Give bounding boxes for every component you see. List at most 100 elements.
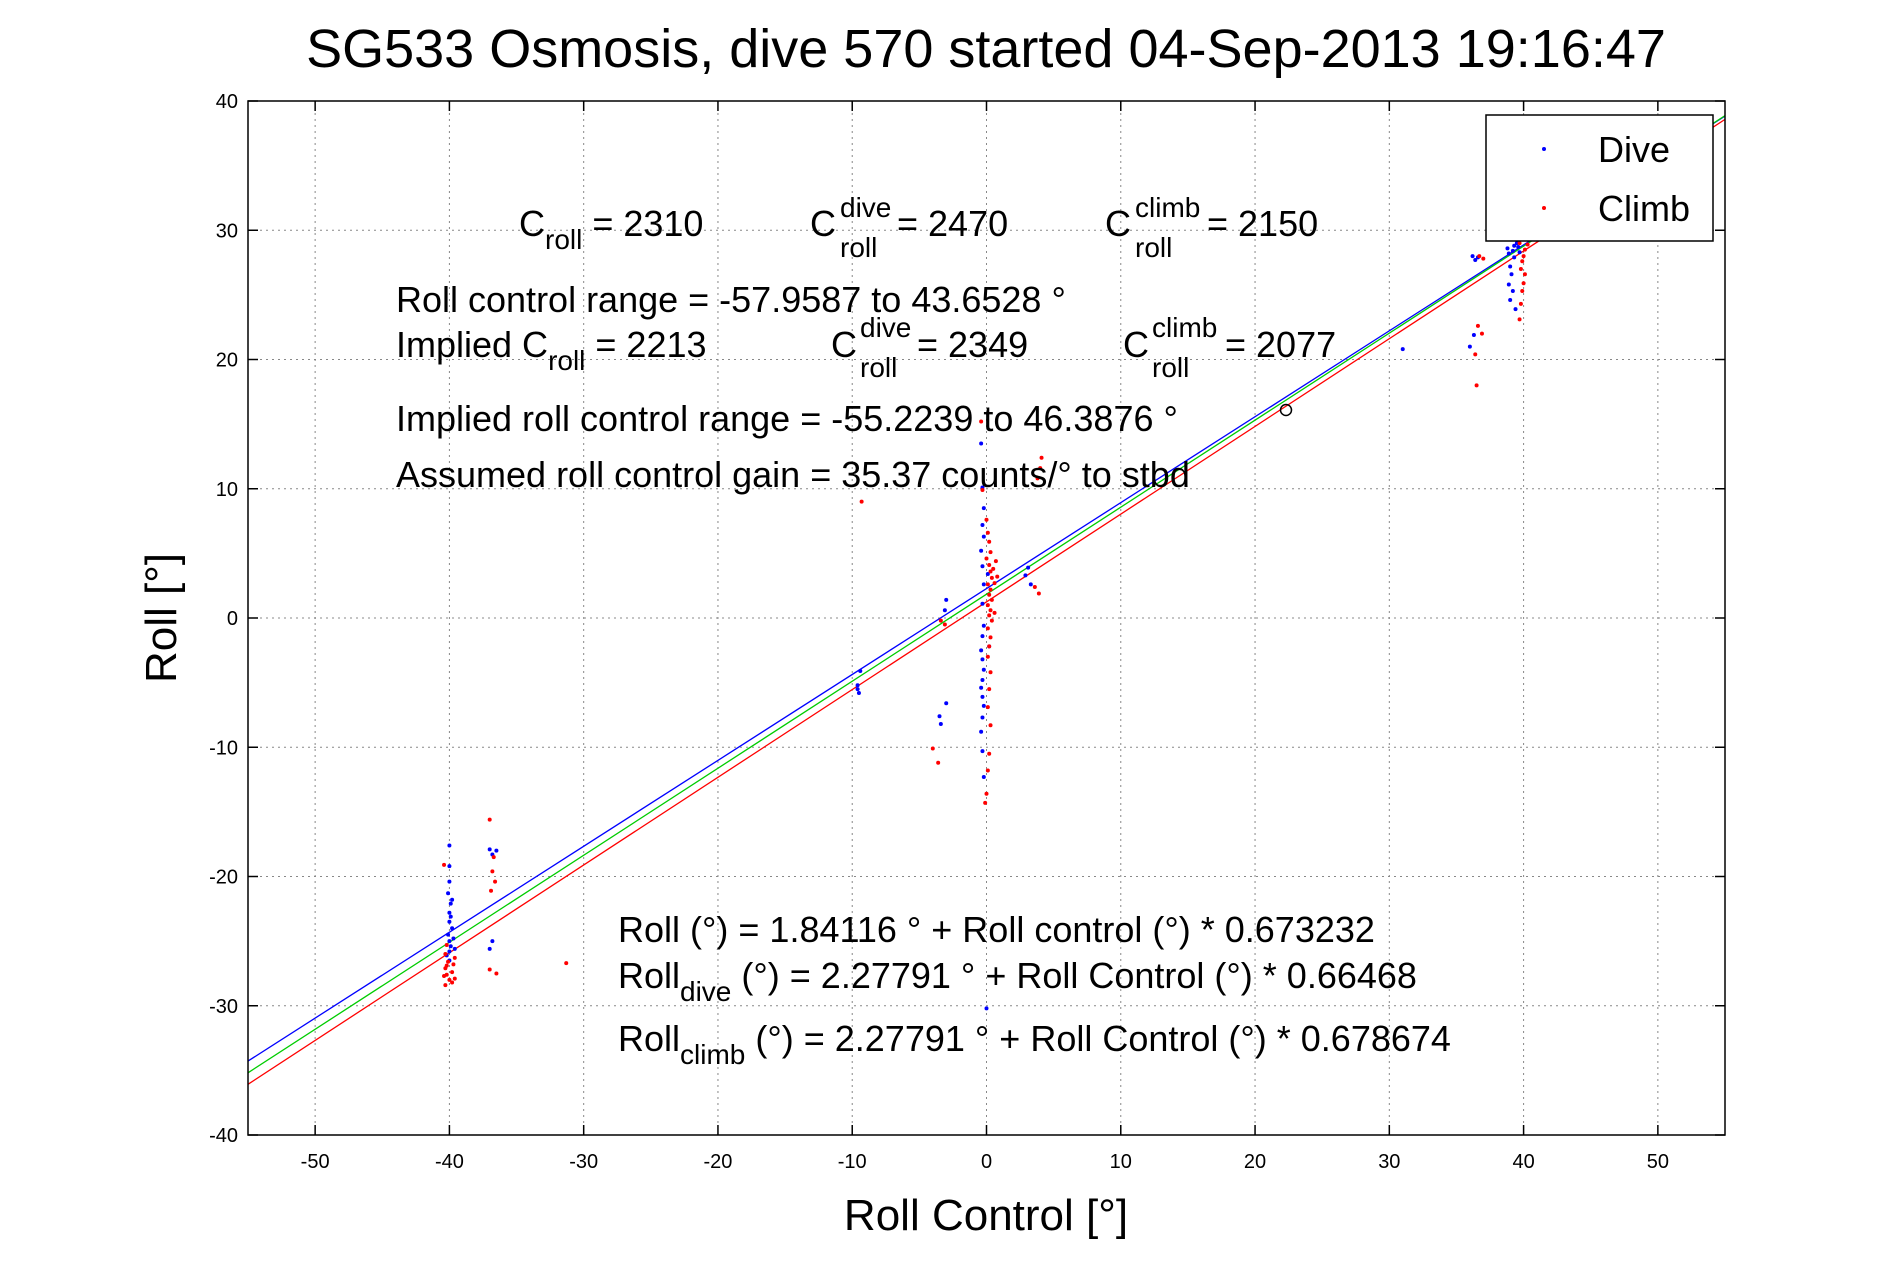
dive-point — [980, 564, 985, 569]
dive-point — [855, 683, 860, 688]
y-tick-label: 0 — [227, 608, 238, 630]
climb-point — [1525, 242, 1530, 247]
climb-point — [987, 613, 992, 618]
climb-point — [1473, 352, 1478, 357]
dive-point — [985, 572, 990, 577]
fit-lines — [247, 115, 1726, 1085]
dive-point — [980, 657, 985, 662]
dive-point — [1508, 298, 1513, 303]
dive-point — [1023, 573, 1028, 578]
climb-point — [984, 517, 989, 522]
dive-point — [447, 939, 452, 944]
climb-point — [443, 983, 448, 988]
annotation-gain: Assumed roll control gain = 35.37 counts… — [396, 454, 1190, 495]
climb-point — [493, 879, 498, 884]
dive-point — [1506, 282, 1511, 287]
dive-point — [980, 601, 985, 606]
climb-point — [1039, 455, 1044, 460]
dive-point — [494, 848, 499, 853]
annotation-c-roll-climb: C — [1105, 203, 1131, 244]
climb-point — [444, 943, 449, 948]
dive-point — [448, 914, 453, 919]
annotation-implied-c-roll-climb-sub: roll — [1152, 352, 1189, 383]
dive-point — [1400, 347, 1405, 352]
climb-point — [980, 488, 985, 493]
legend-dive-marker — [1542, 147, 1546, 151]
annotation-fit-all: Roll (°) = 1.84116 ° + Roll control (°) … — [618, 909, 1375, 950]
climb-point — [452, 976, 457, 981]
axis-ticks: -50 -40 -30 -20 -10 0 10 20 30 40 50 -40 -30 -20 -10 0 1… — [209, 91, 1725, 1173]
climb-point — [987, 687, 992, 692]
dive-point — [980, 522, 985, 527]
dive-point — [452, 946, 457, 951]
climb-point — [1522, 247, 1527, 252]
climb-point — [985, 654, 990, 659]
dive-point — [1510, 288, 1515, 293]
dive-point — [981, 582, 986, 587]
dive-point — [981, 506, 986, 511]
dive-point — [447, 843, 452, 848]
annotation-c-roll-dive: C — [810, 203, 836, 244]
legend-box — [1485, 114, 1714, 242]
climb-point — [942, 622, 947, 627]
climb-point — [985, 603, 990, 608]
x-tick-label: 40 — [1512, 1151, 1534, 1173]
annotation-c-roll-dive-value: = 2470 — [897, 203, 1008, 244]
dive-point — [1506, 251, 1511, 256]
dive-point — [447, 919, 452, 924]
dive-point — [937, 714, 942, 719]
y-tick-label: -10 — [209, 737, 238, 759]
x-tick-label: 20 — [1244, 1151, 1266, 1173]
climb-point — [1032, 584, 1037, 589]
x-tick-label: 50 — [1647, 1151, 1669, 1173]
climb-point — [987, 539, 992, 544]
dive-point — [447, 949, 452, 954]
dive-point — [1471, 332, 1476, 337]
x-tick-label: 10 — [1110, 1151, 1132, 1173]
dive-point — [451, 936, 456, 941]
dive-point — [979, 441, 984, 446]
dive-point — [981, 534, 986, 539]
dive-point — [980, 715, 985, 720]
annotation-c-roll-climb-value: = 2150 — [1207, 203, 1318, 244]
dive-point — [944, 597, 949, 602]
climb-point — [489, 888, 494, 893]
climb-point — [444, 963, 449, 968]
y-tick-label: 10 — [216, 479, 238, 501]
dive-point — [446, 891, 451, 896]
climb-point — [987, 563, 992, 568]
legend-climb-marker — [1542, 206, 1546, 210]
dive-point — [450, 897, 455, 902]
climb-point — [988, 723, 993, 728]
dive-point — [981, 774, 986, 779]
y-tick-label: -40 — [209, 1125, 238, 1147]
climb-point — [564, 961, 569, 966]
annotation-implied-c-roll-dive-sup: dive — [860, 312, 911, 343]
climb-point — [984, 556, 989, 561]
climb-point — [1479, 331, 1484, 336]
x-tick-label: 30 — [1378, 1151, 1400, 1173]
climb-point — [979, 419, 984, 424]
dive-point — [448, 901, 453, 906]
climb-point — [988, 670, 993, 675]
annotation-c-roll-climb-sub: roll — [1135, 232, 1172, 263]
annotation-c-roll-dive-sup: dive — [840, 192, 891, 223]
annotation-c-roll-climb-sup: climb — [1135, 192, 1200, 223]
data-points — [442, 230, 1530, 1011]
dive-point — [858, 668, 863, 673]
dive-point — [856, 690, 861, 695]
dive-point — [448, 944, 453, 949]
climb-point — [989, 575, 994, 580]
climb-point — [936, 760, 941, 765]
dive-point — [979, 685, 984, 690]
dive-point — [1467, 344, 1472, 349]
y-tick-label: 40 — [216, 91, 238, 113]
legend: Dive Climb — [1485, 114, 1714, 242]
dive-point — [979, 548, 984, 553]
dive-point — [1510, 248, 1515, 253]
annotation-implied-c-roll-climb-sup: climb — [1152, 312, 1217, 343]
dive-point — [980, 694, 985, 699]
climb-point — [991, 566, 996, 571]
